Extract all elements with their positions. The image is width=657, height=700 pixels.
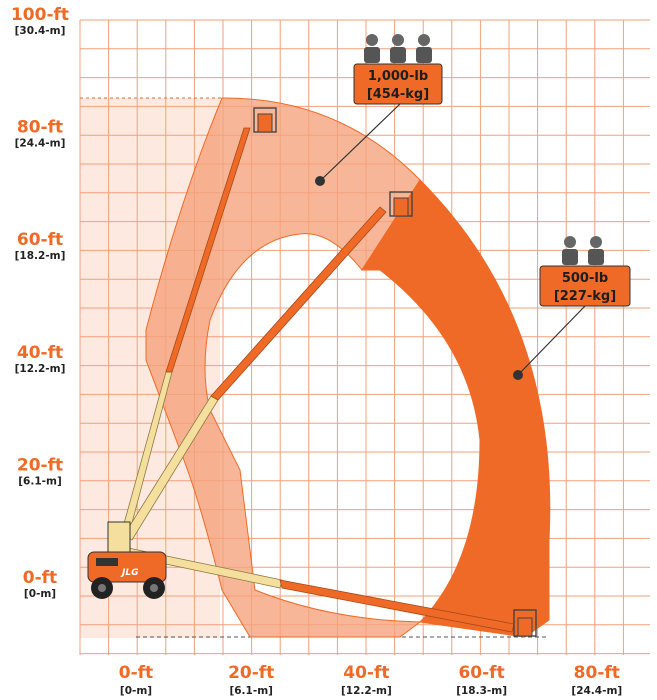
y-tick-m-label: [0-m]: [24, 588, 56, 600]
y-tick-m-label: [18.2-m]: [15, 250, 66, 262]
machine: JLG: [87, 521, 167, 599]
y-tick-m-label: [30.4-m]: [15, 25, 66, 37]
capacity-box-unrestricted: [539, 265, 631, 307]
platform-mid: [389, 191, 413, 217]
x-tick-m-label: [0-m]: [120, 685, 152, 697]
y-tick-m-label: [6.1-m]: [18, 475, 62, 487]
boom-vertical: [119, 107, 277, 539]
x-tick-m-label: [24.4-m]: [571, 685, 622, 697]
y-tick-m-label: [12.2-m]: [15, 363, 66, 375]
occupant-icons-2: [562, 236, 604, 265]
x-axis-labels: 0-ft [0-m] 20-ft [6.1-m] 40-ft [12.2-m] 60-ft […: [119, 663, 622, 697]
x-tick-ft-label: 0-ft: [119, 663, 153, 683]
y-tick-m-label: [24.4-m]: [15, 138, 66, 150]
x-tick-ft-label: 60-ft: [458, 663, 504, 683]
x-tick-m-label: [18.3-m]: [456, 685, 507, 697]
unrestricted-capacity-zone: [361, 179, 551, 638]
y-tick-ft-label: 0-ft: [23, 568, 57, 588]
boom-mid: [123, 191, 413, 541]
platform-horizontal: [513, 609, 537, 637]
platform-vertical: [253, 107, 277, 133]
capacity-box-restricted: [353, 63, 443, 105]
occupant-icons-3: [364, 34, 432, 63]
capacity-kg-restricted: [454-kg]: [367, 87, 429, 102]
x-tick-ft-label: 80-ft: [574, 663, 620, 683]
x-tick-ft-label: 40-ft: [343, 663, 389, 683]
x-tick-ft-label: 20-ft: [228, 663, 274, 683]
y-tick-ft-label: 80-ft: [17, 118, 63, 138]
zone-marker-restricted: [315, 176, 325, 186]
machine-logo: JLG: [120, 568, 138, 578]
x-tick-m-label: [6.1-m]: [229, 685, 273, 697]
y-tick-ft-label: 40-ft: [17, 343, 63, 363]
capacity-lb-restricted: 1,000-lb: [368, 69, 428, 84]
capacity-callout-unrestricted: 500-lb [227-kg]: [513, 236, 631, 380]
capacity-callout-restricted: 1,000-lb [454-kg]: [315, 34, 443, 186]
capacity-lb-unrestricted: 500-lb: [562, 271, 608, 286]
y-tick-ft-label: 20-ft: [17, 455, 63, 475]
y-tick-ft-label: 100-ft: [11, 5, 69, 25]
zone-marker-unrestricted: [513, 370, 523, 380]
y-axis-labels: 100-ft[30.4-m] 80-ft[24.4-m] 60-ft[18.2-m]…: [11, 5, 69, 600]
x-tick-m-label: [12.2-m]: [341, 685, 392, 697]
capacity-kg-unrestricted: [227-kg]: [554, 289, 616, 304]
y-tick-ft-label: 60-ft: [17, 230, 63, 250]
